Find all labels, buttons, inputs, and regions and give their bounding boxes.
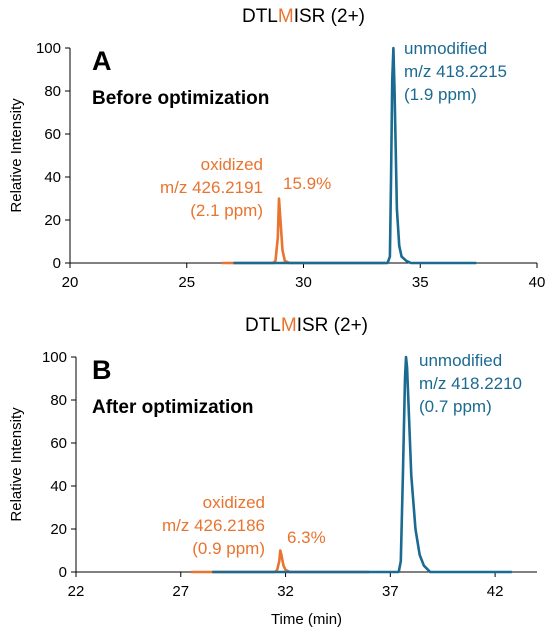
- y-tick-label: 100: [42, 349, 67, 366]
- chart-title: DTLMISR (2+): [245, 315, 368, 336]
- panel-letter: A: [92, 46, 112, 76]
- y-tick-label: 60: [44, 126, 61, 143]
- title-prefix: DTL: [245, 315, 281, 336]
- unmodified-label-line: (1.9 ppm): [404, 85, 477, 104]
- unmodified-label-line: m/z 418.2215: [404, 62, 507, 81]
- oxidized-percent-label: 6.3%: [287, 528, 326, 547]
- title-suffix: ISR (2+): [297, 315, 368, 336]
- x-tick-label: 22: [68, 583, 85, 600]
- x-tick-label: 25: [178, 274, 195, 291]
- oxidized-label-line: m/z 426.2186: [162, 516, 265, 535]
- oxidized-label-line: oxidized: [203, 493, 265, 512]
- y-axis-label: Relative Intensity: [8, 407, 25, 522]
- oxidized-label-line: (2.1 ppm): [190, 201, 263, 220]
- y-tick-label: 0: [59, 564, 67, 581]
- y-tick-label: 80: [50, 392, 67, 409]
- unmodified-trace: [212, 355, 512, 574]
- title-highlight: M: [281, 315, 297, 336]
- chart-panel-b: DTLMISR (2+) 0 20 40 60 80 100 22 27 32 37 42 Relati…: [8, 315, 537, 628]
- unmodified-label-line: m/z 418.2210: [419, 374, 522, 393]
- x-tick-label: 42: [487, 583, 504, 600]
- panel-label: Before optimization: [92, 88, 269, 109]
- y-tick-label: 80: [44, 83, 61, 100]
- title-prefix: DTL: [242, 6, 278, 27]
- unmodified-label-line: (0.7 ppm): [419, 397, 492, 416]
- unmodified-label-line: unmodified: [404, 39, 487, 58]
- title-suffix: ISR (2+): [294, 6, 365, 27]
- chart-title: DTLMISR (2+): [242, 6, 365, 27]
- unmodified-label-line: unmodified: [419, 351, 502, 370]
- x-tick-label: 30: [295, 274, 312, 291]
- x-tick-label: 32: [277, 583, 294, 600]
- y-tick-label: 20: [44, 212, 61, 229]
- panel-label: After optimization: [92, 397, 254, 418]
- oxidized-label-line: m/z 426.2191: [160, 178, 263, 197]
- title-highlight: M: [278, 6, 294, 27]
- oxidized-label-line: (0.9 ppm): [192, 539, 265, 558]
- x-tick-label: 20: [62, 274, 79, 291]
- y-tick-label: 0: [53, 255, 61, 272]
- oxidized-label-line: oxidized: [201, 155, 263, 174]
- oxidized-percent-label: 15.9%: [283, 174, 331, 193]
- unmodified-trace: [233, 46, 477, 265]
- panel-letter: B: [92, 355, 112, 385]
- y-tick-label: 40: [44, 169, 61, 186]
- x-axis-label: Time (min): [271, 611, 342, 628]
- y-axis-label: Relative Intensity: [8, 98, 25, 213]
- y-tick-label: 100: [36, 40, 61, 57]
- x-tick-label: 40: [529, 274, 546, 291]
- x-tick-label: 37: [382, 583, 399, 600]
- x-tick-label: 35: [412, 274, 429, 291]
- x-tick-label: 27: [172, 583, 189, 600]
- y-tick-label: 40: [50, 478, 67, 495]
- y-tick-label: 60: [50, 435, 67, 452]
- y-tick-label: 20: [50, 521, 67, 538]
